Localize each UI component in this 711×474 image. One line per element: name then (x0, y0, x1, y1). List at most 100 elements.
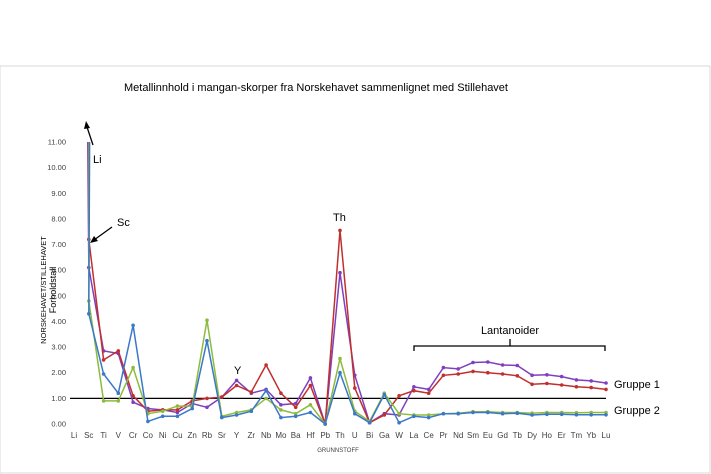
x-tick-label: Eu (483, 431, 493, 440)
li-arrow-head (84, 121, 90, 129)
y-tick-label: 10.00 (47, 163, 66, 172)
data-point (234, 378, 239, 383)
x-tick-label: Pr (439, 431, 447, 440)
y-tick-label: 6.00 (51, 266, 66, 275)
data-point (382, 392, 387, 397)
x-tick-label: Pb (320, 431, 330, 440)
x-axis-title: GRUNNSTOFF (317, 448, 359, 454)
label-gruppe-1: Gruppe 1 (614, 379, 660, 391)
x-tick-label: Dy (527, 431, 537, 440)
data-point (220, 415, 224, 420)
data-point (175, 408, 180, 412)
data-point (471, 360, 475, 365)
data-point (367, 420, 372, 425)
data-point (545, 381, 549, 386)
data-point (175, 404, 180, 408)
x-tick-label: Hf (306, 431, 315, 440)
data-point (545, 412, 549, 417)
data-point (116, 391, 121, 396)
data-point (412, 388, 416, 393)
data-point (101, 372, 106, 376)
x-tick-label: Y (234, 431, 240, 440)
x-tick-label: Cr (129, 431, 138, 440)
data-point (397, 394, 401, 398)
x-tick-label: Rb (202, 431, 213, 440)
x-tick-label: Nb (261, 431, 272, 440)
data-point (574, 413, 579, 417)
x-tick-label: Lu (602, 431, 611, 440)
x-tick-label: Ti (100, 431, 107, 440)
data-point (131, 400, 135, 405)
x-tick-label: W (395, 431, 403, 440)
data-point (279, 391, 283, 396)
data-point (574, 385, 579, 389)
data-point (205, 396, 209, 401)
data-point (574, 378, 579, 382)
data-point (338, 270, 342, 275)
data-point (441, 373, 446, 378)
label-gruppe-2: Gruppe 2 (614, 405, 660, 417)
data-point (293, 405, 298, 410)
data-point (308, 376, 313, 380)
label-li: Li (93, 154, 102, 166)
y-tick-label: 1.00 (51, 394, 66, 403)
data-point (604, 387, 608, 392)
data-point (249, 390, 254, 394)
data-point (308, 403, 313, 407)
x-tick-label: Ga (379, 431, 390, 440)
data-point (308, 410, 313, 415)
data-point (397, 420, 401, 425)
x-axis-ticks: Li Sc Ti V Cr Co Ni Cu Zn Rb Sr Y Zr Nb Mo Ba Hf Pb Th U Bi G… (71, 431, 611, 440)
data-point (175, 410, 180, 415)
data-point (441, 365, 446, 370)
sc-arrow-head (90, 236, 98, 243)
y-tick-label: 7.00 (51, 240, 66, 249)
y-axis-label-factor: Forholdstall (48, 267, 58, 314)
data-point (589, 413, 593, 417)
x-tick-label: Ba (291, 431, 301, 440)
data-point (486, 370, 490, 375)
data-point (530, 373, 534, 378)
x-tick-label: V (116, 431, 122, 440)
data-point (279, 415, 283, 420)
data-point (353, 386, 357, 390)
data-point (205, 318, 209, 323)
series-4 (87, 141, 608, 426)
data-point (412, 385, 416, 389)
data-point (486, 360, 490, 364)
y-tick-label: 8.00 (51, 214, 66, 223)
x-tick-label: U (352, 431, 358, 440)
data-point (456, 411, 461, 416)
x-tick-label: Ce (424, 431, 435, 440)
data-point (293, 411, 298, 416)
label-y: Y (234, 365, 242, 377)
x-tick-label: Ho (542, 431, 553, 440)
li-arrow-shaft (86, 126, 94, 146)
y-tick-label: 4.00 (51, 317, 66, 326)
x-tick-label: Cu (172, 431, 182, 440)
data-point (515, 411, 520, 416)
data-point (190, 406, 194, 411)
chart-title: Metallinnhold i mangan-skorper fra Norsk… (124, 82, 508, 94)
x-tick-label: Li (71, 431, 77, 440)
x-tick-label: Sc (84, 431, 93, 440)
y-axis-label-ratio: NORSKEHAVET/STILLEHAVET (39, 236, 48, 344)
data-point (456, 367, 461, 371)
x-tick-label: Yb (586, 431, 596, 440)
data-point (87, 312, 91, 316)
label-sc: Sc (117, 217, 130, 229)
data-point (323, 422, 328, 426)
data-point (131, 323, 135, 328)
data-point (559, 374, 564, 379)
y-tick-label: 11.00 (48, 138, 66, 147)
data-point (456, 372, 461, 376)
data-point (131, 365, 135, 370)
data-point (604, 381, 608, 385)
data-point (338, 370, 342, 375)
data-point (545, 373, 549, 377)
x-tick-label: Zn (188, 431, 197, 440)
label-lantanoider: Lantanoider (481, 325, 539, 337)
data-point (264, 388, 268, 393)
